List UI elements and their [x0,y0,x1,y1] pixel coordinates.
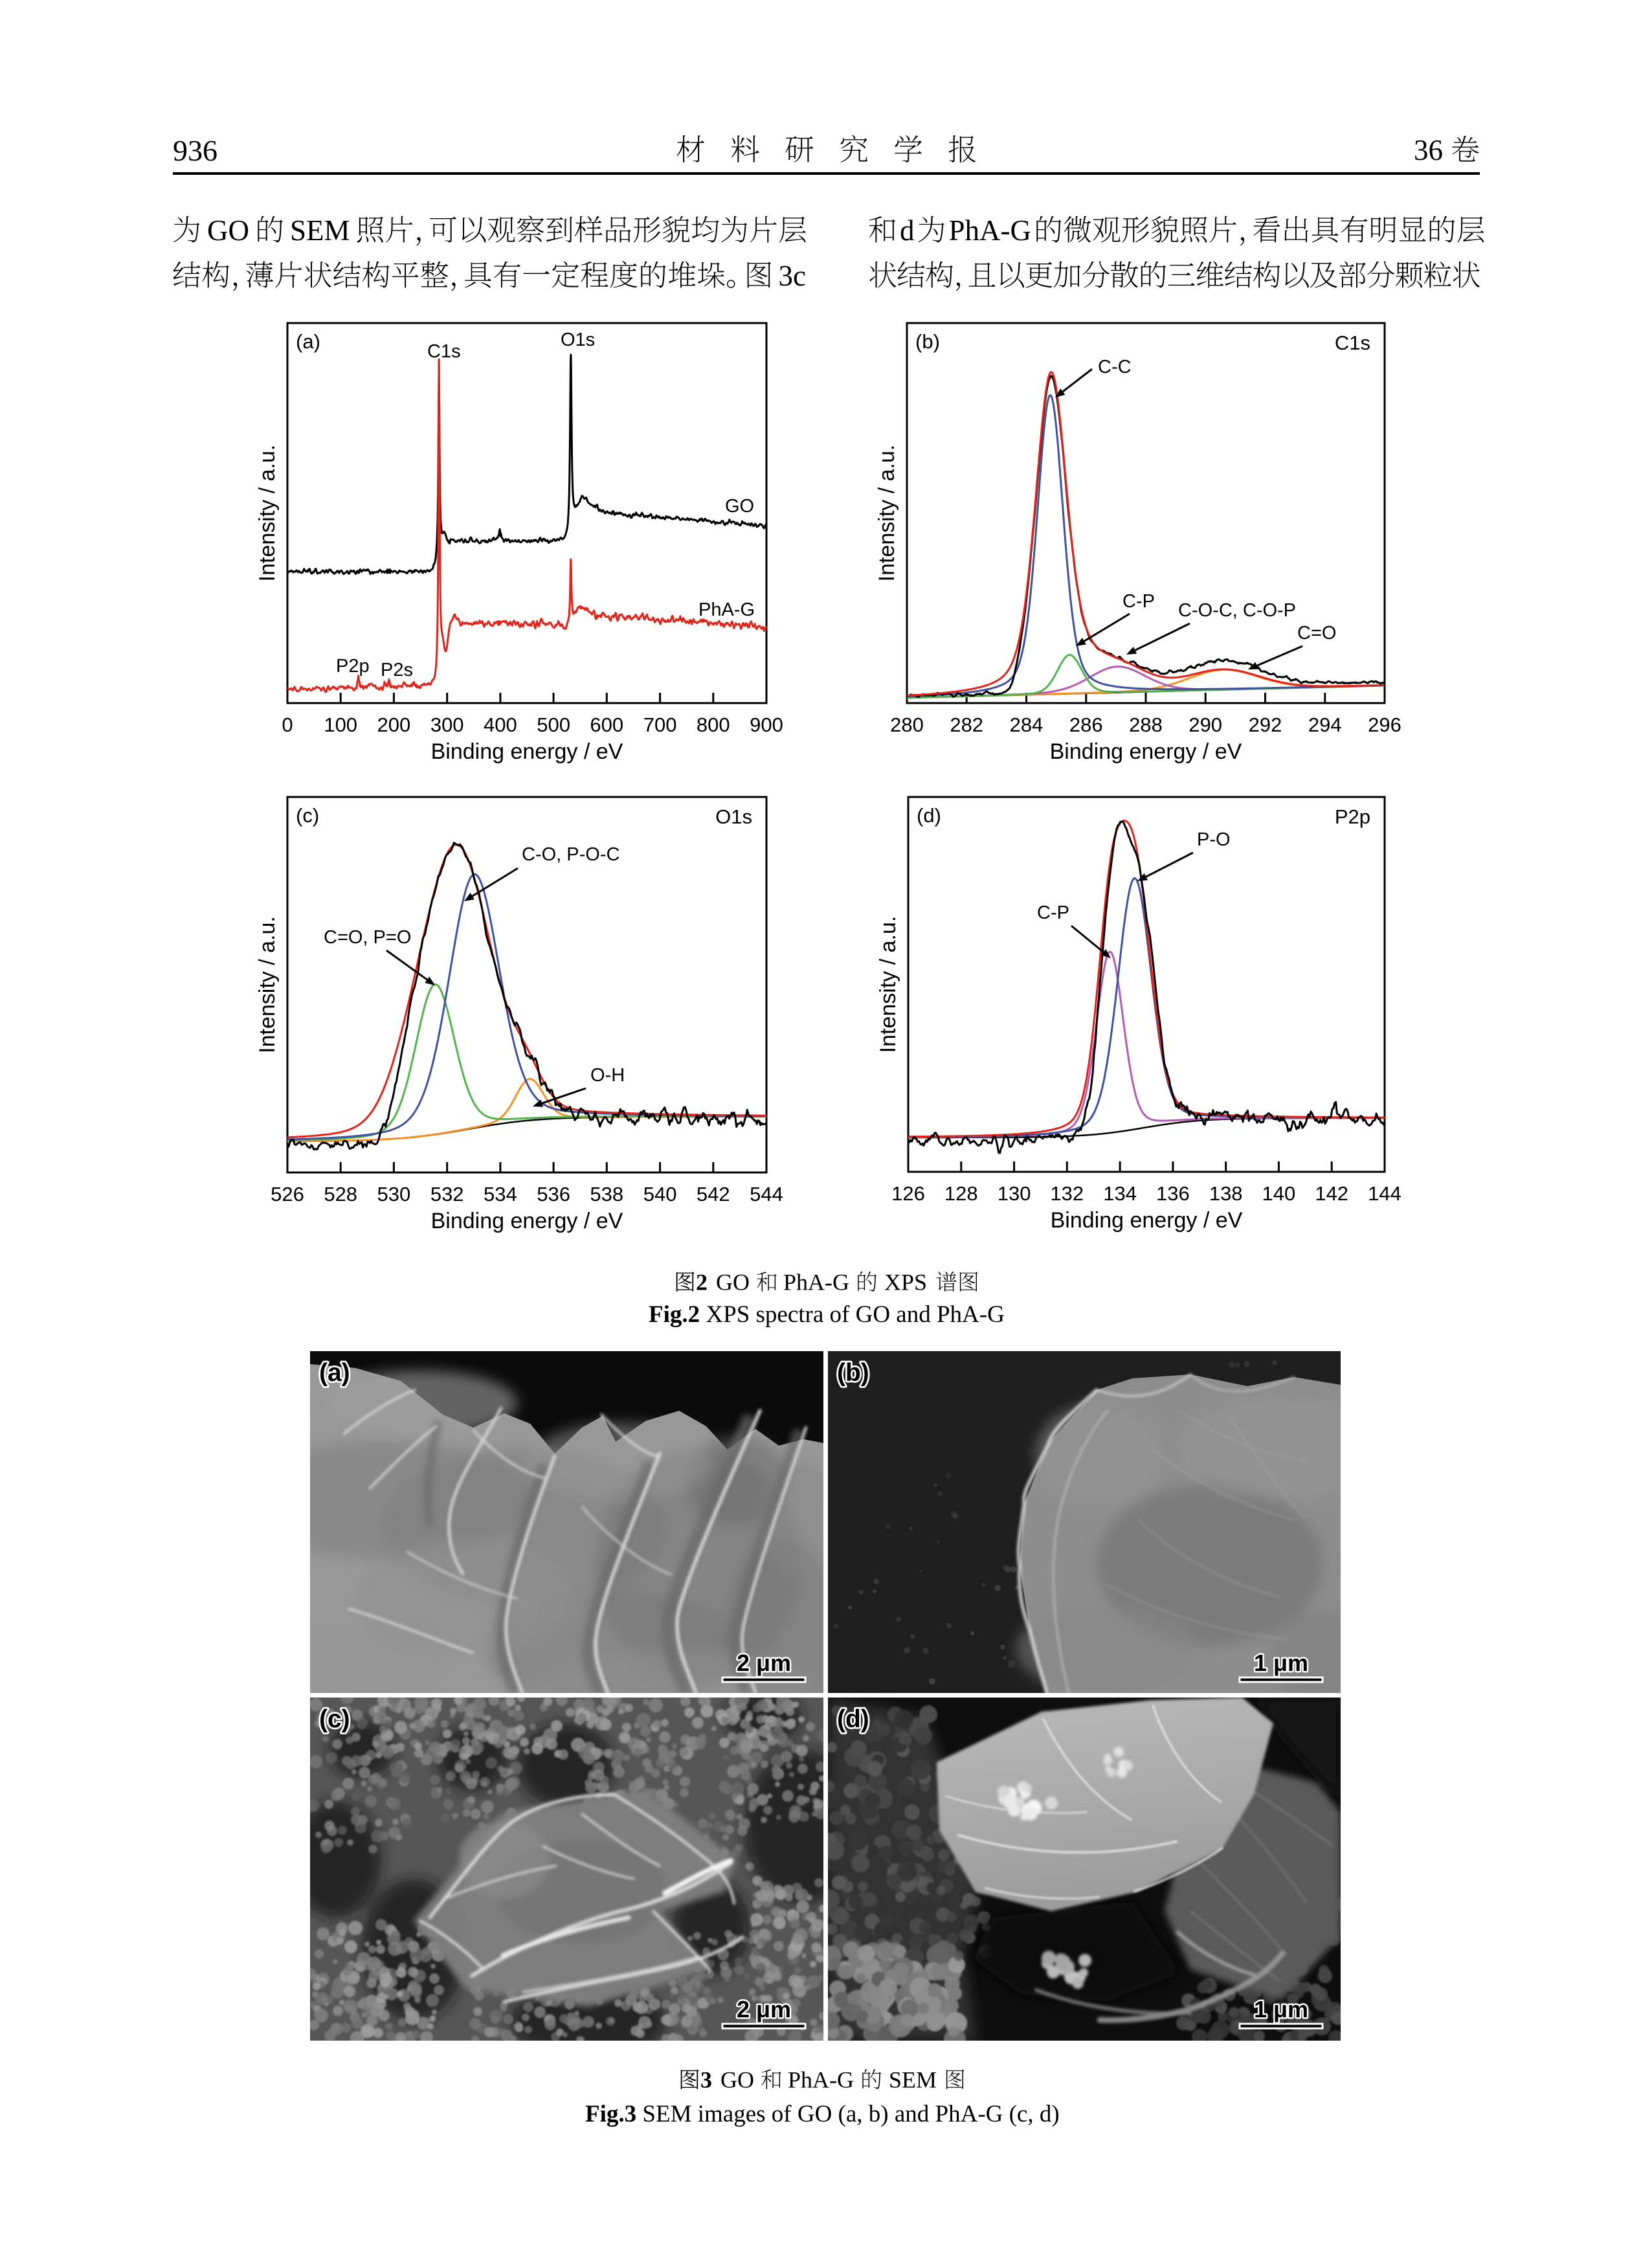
svg-text:(b): (b) [837,1359,869,1387]
svg-text:100: 100 [324,713,357,736]
svg-text:294: 294 [1308,713,1342,736]
svg-text:Binding energy / eV: Binding energy / eV [1051,1208,1243,1233]
svg-text:36: 36 [1414,134,1443,166]
svg-text:530: 530 [377,1183,411,1205]
svg-text:PhA-G: PhA-G [698,600,755,620]
svg-text:280: 280 [890,713,924,736]
svg-text:(b): (b) [915,330,940,353]
svg-text:528: 528 [324,1183,357,1205]
svg-text:C1s: C1s [1335,331,1370,354]
svg-text:284: 284 [1010,713,1044,736]
svg-text:800: 800 [697,713,730,736]
svg-text:144: 144 [1368,1182,1401,1205]
svg-text:C1s: C1s [427,341,461,362]
svg-text:Intensity / a.u.: Intensity / a.u. [875,445,899,582]
svg-text:134: 134 [1103,1182,1137,1205]
svg-text:C-P: C-P [1122,591,1155,612]
svg-text:d: d [900,214,915,247]
svg-text:500: 500 [537,713,570,736]
svg-text:400: 400 [484,713,517,736]
svg-text:142: 142 [1315,1182,1348,1205]
svg-text:C-O, P-O-C: C-O, P-O-C [522,844,620,865]
svg-text:3: 3 [700,2067,712,2092]
svg-text:(d): (d) [837,1705,869,1733]
svg-text:Binding energy / eV: Binding energy / eV [1050,739,1242,764]
svg-text:GO: GO [716,1269,750,1295]
svg-text:140: 140 [1262,1182,1296,1205]
svg-text:O-H: O-H [590,1065,625,1086]
svg-text:534: 534 [484,1183,517,1205]
svg-text:544: 544 [750,1183,783,1205]
svg-text:C-O-C, C-O-P: C-O-C, C-O-P [1178,600,1296,621]
svg-text:C=O, P=O: C=O, P=O [324,927,411,948]
svg-text:532: 532 [430,1183,464,1205]
svg-text:2 μm: 2 μm [737,1996,791,2023]
svg-text:288: 288 [1129,713,1163,736]
svg-text:PhA-G: PhA-G [949,214,1032,247]
svg-text:138: 138 [1209,1182,1243,1205]
svg-text:(d): (d) [917,804,941,827]
svg-text:282: 282 [950,713,983,736]
svg-text:P2p: P2p [336,656,370,677]
svg-text:P-O: P-O [1197,829,1231,850]
svg-text:C-C: C-C [1098,357,1132,377]
svg-text:Binding energy / eV: Binding energy / eV [431,739,623,764]
svg-text:136: 136 [1156,1182,1190,1205]
svg-text:526: 526 [271,1183,304,1205]
svg-text:P2s: P2s [381,660,413,680]
svg-text:126: 126 [891,1182,925,1205]
svg-text:(a): (a) [319,1359,350,1387]
svg-text:128: 128 [944,1182,978,1205]
svg-text:200: 200 [377,713,411,736]
svg-text:GO: GO [720,2067,754,2092]
svg-text:292: 292 [1249,713,1282,736]
svg-text:PhA-G: PhA-G [788,2067,854,2092]
svg-text:1 μm: 1 μm [1254,1996,1308,2023]
svg-text:130: 130 [998,1182,1031,1205]
svg-text:132: 132 [1050,1182,1084,1205]
svg-text:700: 700 [643,713,677,736]
svg-text:SEM: SEM [889,2067,937,2092]
svg-text:(c): (c) [319,1705,350,1733]
svg-text:Intensity / a.u.: Intensity / a.u. [255,916,280,1053]
svg-text:600: 600 [590,713,623,736]
svg-text:C=O: C=O [1297,623,1336,644]
svg-text:Intensity / a.u.: Intensity / a.u. [876,916,900,1053]
svg-text:O1s: O1s [715,805,752,828]
svg-text:Intensity / a.u.: Intensity / a.u. [255,445,280,582]
svg-text:3c: 3c [779,260,806,292]
svg-text:2: 2 [696,1269,708,1295]
svg-text:900: 900 [750,713,783,736]
svg-text:Binding energy / eV: Binding energy / eV [431,1209,623,1233]
svg-text:0: 0 [282,713,293,736]
svg-text:300: 300 [430,713,464,736]
svg-text:286: 286 [1069,713,1103,736]
svg-text:C-P: C-P [1037,902,1069,923]
svg-text:542: 542 [697,1183,730,1205]
svg-text:XPS: XPS [884,1269,927,1295]
svg-text:536: 536 [537,1183,570,1205]
svg-text:O1s: O1s [561,330,595,350]
svg-text:296: 296 [1368,713,1401,736]
svg-text:SEM: SEM [290,214,350,247]
svg-text:GO: GO [725,496,754,517]
svg-text:PhA-G: PhA-G [783,1269,849,1295]
svg-text:(a): (a) [296,330,320,353]
svg-text:1 μm: 1 μm [1254,1650,1308,1676]
svg-text:538: 538 [590,1183,623,1205]
svg-text:540: 540 [643,1183,677,1205]
svg-text:290: 290 [1189,713,1222,736]
svg-text:P2p: P2p [1335,805,1370,828]
svg-text:GO: GO [207,214,249,247]
svg-text:(c): (c) [296,804,319,827]
svg-text:2 μm: 2 μm [737,1650,791,1676]
